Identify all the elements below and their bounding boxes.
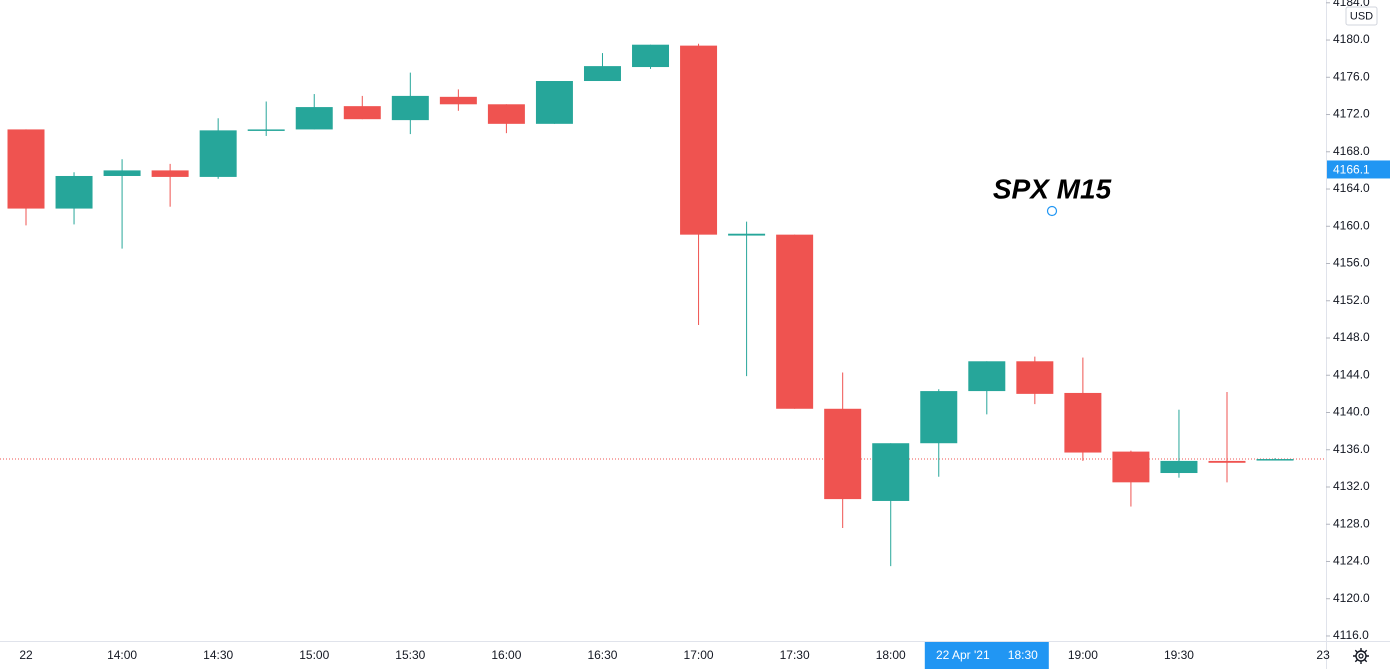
candle-body [199,130,237,177]
plot-area [0,43,1326,567]
settings-icon[interactable] [1353,648,1369,664]
x-tick-label: 14:00 [107,648,137,662]
y-tick-label: 4164.0 [1333,181,1370,195]
x-tick-label: 19:30 [1164,648,1194,662]
y-tick-label: 4140.0 [1333,405,1370,419]
candle-body [680,45,718,235]
candle-body [439,96,477,105]
y-tick-label: 4168.0 [1333,144,1370,158]
candle-body [7,129,45,209]
x-tick-label: 16:30 [587,648,617,662]
currency-box[interactable] [1345,6,1378,26]
y-tick-label: 4152.0 [1333,293,1370,307]
candle-body [535,81,573,124]
currency-label[interactable]: USD [1350,10,1373,22]
candle-body [920,391,958,444]
candle-body [1112,451,1150,483]
candle-body [1016,361,1054,394]
candle-body [1064,392,1102,453]
crosshair-price-label: 4166.1 [1333,163,1370,177]
y-tick-label: 4172.0 [1333,107,1370,121]
x-tick-label: 18:00 [876,648,906,662]
candle-body [632,44,670,68]
x-tick-label: 14:30 [203,648,233,662]
candle-body [728,233,766,236]
candle-body [343,106,381,120]
x-tick-label: 17:00 [684,648,714,662]
x-tick-label: 15:30 [395,648,425,662]
y-tick-label: 4156.0 [1333,256,1370,270]
x-tick-label: 23 [1316,648,1330,662]
y-tick-label: 4176.0 [1333,69,1370,83]
crosshair-price-box [1327,160,1390,179]
y-tick-label: 4124.0 [1333,554,1370,568]
crosshair-date-label: 22 Apr '21 [936,648,990,662]
candle-body [583,66,621,82]
y-tick-label: 4184.0 [1333,0,1370,9]
candle-body [968,361,1006,392]
x-tick-label: 15:00 [299,648,329,662]
x-tick-label: 17:30 [780,648,810,662]
candle-body [776,234,814,409]
x-tick-label: 16:00 [491,648,521,662]
candle-body [1256,459,1294,461]
candle-body [295,107,333,130]
y-tick-label: 4180.0 [1333,32,1370,46]
candle-body [103,170,141,176]
candle-body [391,95,429,121]
y-tick-label: 4148.0 [1333,330,1370,344]
candle-body [824,408,862,500]
y-tick-label: 4132.0 [1333,479,1370,493]
y-tick-label: 4144.0 [1333,367,1370,381]
x-tick-label: 22 [19,648,33,662]
y-tick-label: 4120.0 [1333,591,1370,605]
y-tick-label: 4128.0 [1333,516,1370,530]
y-tick-label: 4136.0 [1333,442,1370,456]
x-tick-label: 19:00 [1068,648,1098,662]
crosshair-time-label: 18:30 [1008,648,1038,662]
candle-body [1208,460,1246,463]
candle-body [151,170,189,177]
candle-body [55,175,93,209]
candle-body [247,129,285,131]
y-tick-label: 4116.0 [1333,628,1369,642]
crosshair-time-box [924,642,1049,669]
candle-body [487,104,525,124]
candle-body [1160,460,1198,474]
chart-title: SPX M15 [993,173,1112,204]
y-tick-label: 4160.0 [1333,218,1370,232]
cursor-marker [1046,205,1058,217]
candle-body [872,443,910,501]
